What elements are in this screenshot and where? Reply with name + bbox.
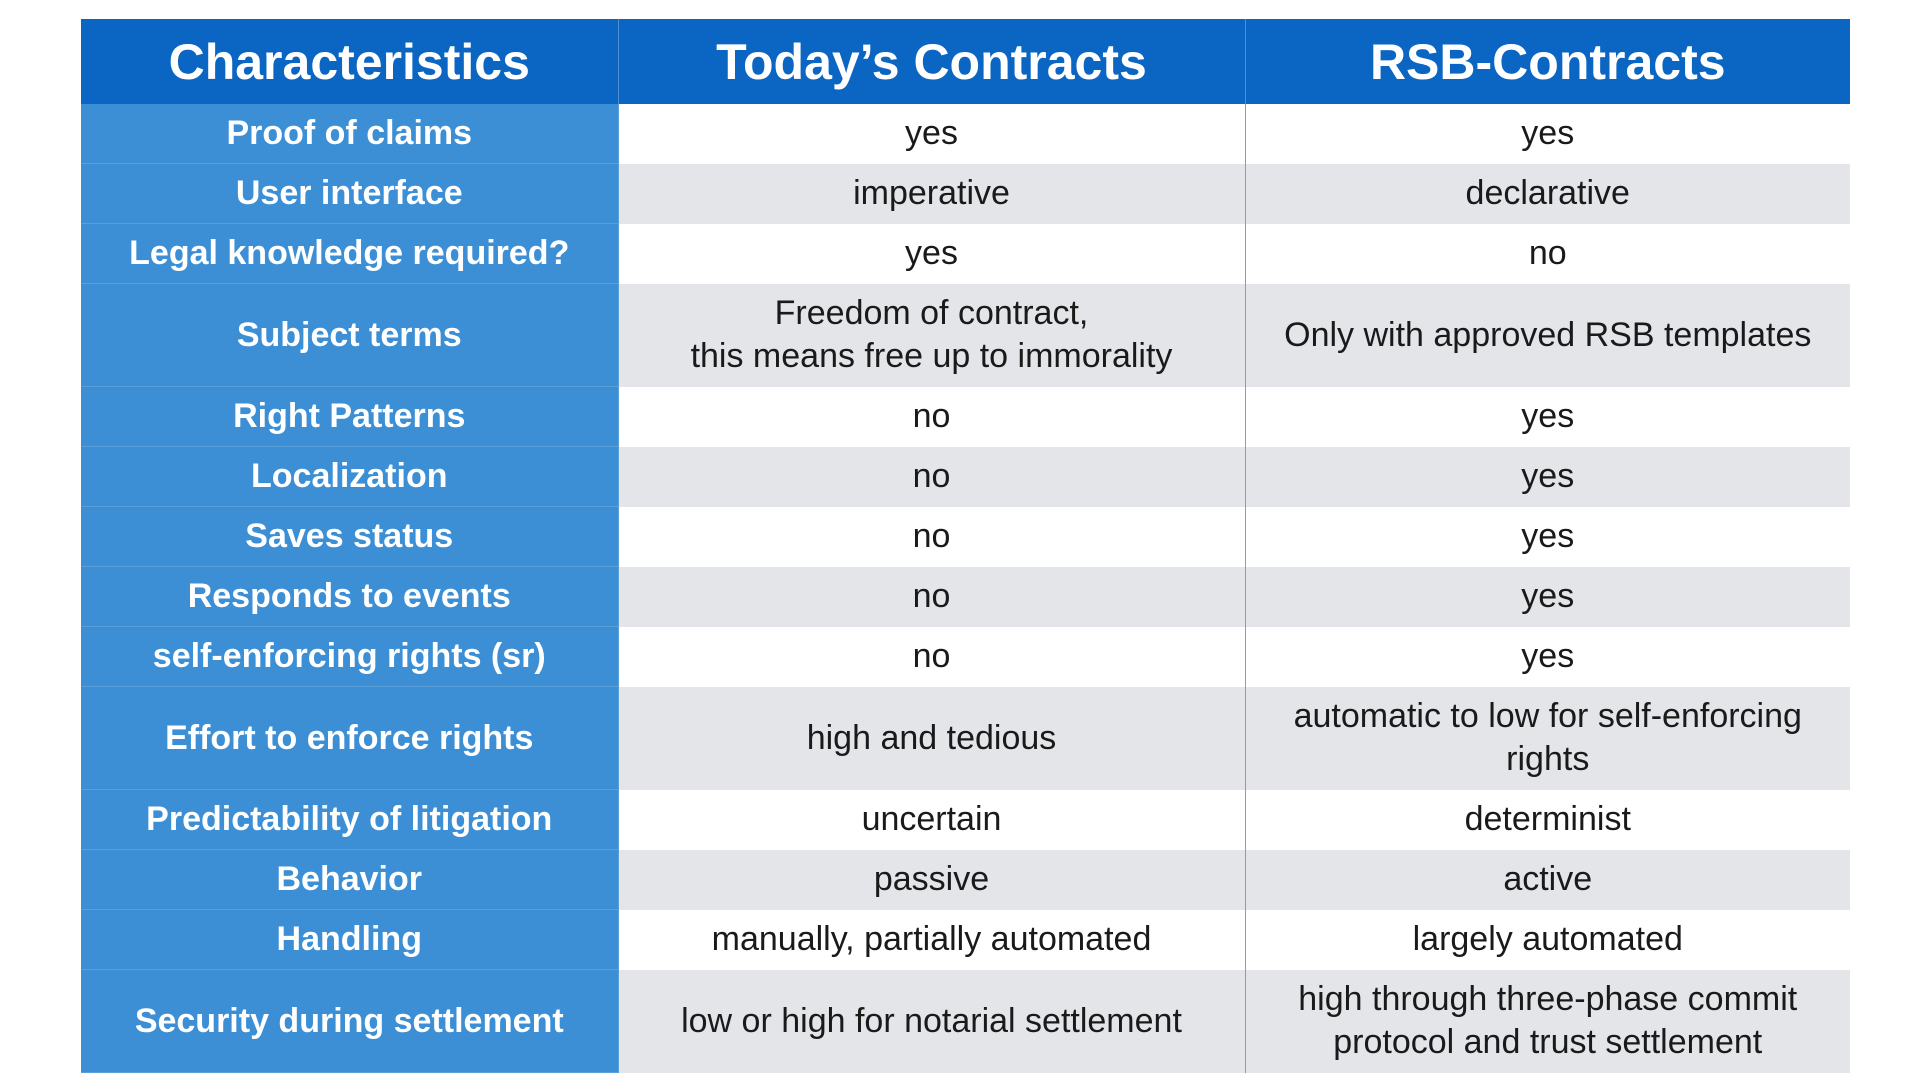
row-label: Localization	[81, 446, 619, 507]
row-label: Proof of claims	[81, 104, 619, 164]
todays-value: no	[618, 446, 1246, 507]
rsb-value-line: high through three-phase commit	[1298, 980, 1798, 1018]
todays-value: no	[618, 386, 1246, 447]
row-label: Subject terms	[81, 283, 619, 387]
table-row: Handling manually, partially automated l…	[81, 909, 1850, 970]
rsb-value: yes	[1245, 506, 1850, 567]
table-row: Predictability of litigation uncertain d…	[81, 789, 1850, 850]
rsb-value: largely automated	[1245, 909, 1850, 970]
comparison-table: Characteristics Today’s Contracts RSB-Co…	[81, 19, 1850, 1073]
todays-value: imperative	[618, 163, 1246, 224]
row-label: User interface	[81, 163, 619, 224]
rsb-value: determinist	[1245, 789, 1850, 850]
row-label: Security during settlement	[81, 969, 619, 1073]
header-todays-contracts: Today’s Contracts	[618, 19, 1246, 104]
table-row: Effort to enforce rights high and tediou…	[81, 686, 1850, 790]
row-label: Saves status	[81, 506, 619, 567]
todays-value: no	[618, 626, 1246, 687]
table-row: Saves status no yes	[81, 506, 1850, 567]
rsb-value: yes	[1245, 104, 1850, 164]
table-row: User interface imperative declarative	[81, 163, 1850, 224]
todays-value-line: this means free up to immorality	[690, 337, 1173, 375]
table-body: Proof of claims yes yes User interface i…	[81, 104, 1850, 1073]
todays-value: yes	[618, 104, 1246, 164]
row-label: Behavior	[81, 849, 619, 910]
todays-value: manually, partially automated	[618, 909, 1246, 970]
row-label: Handling	[81, 909, 619, 970]
table-row: self-enforcing rights (sr) no yes	[81, 626, 1850, 687]
rsb-value: declarative	[1245, 163, 1850, 224]
rsb-value: no	[1245, 223, 1850, 284]
todays-value: no	[618, 506, 1246, 567]
rsb-value: yes	[1245, 446, 1850, 507]
rsb-value: yes	[1245, 386, 1850, 447]
table-row: Right Patterns no yes	[81, 386, 1850, 447]
todays-value: yes	[618, 223, 1246, 284]
table-row: Behavior passive active	[81, 849, 1850, 910]
row-label: Effort to enforce rights	[81, 686, 619, 790]
todays-value: Freedom of contract, this means free up …	[618, 283, 1246, 387]
rsb-value: automatic to low for self-enforcing righ…	[1245, 686, 1850, 790]
table-row: Responds to events no yes	[81, 566, 1850, 627]
todays-value-line: Freedom of contract,	[774, 294, 1089, 332]
row-label: self-enforcing rights (sr)	[81, 626, 619, 687]
table-row: Proof of claims yes yes	[81, 104, 1850, 164]
header-row: Characteristics Today’s Contracts RSB-Co…	[81, 19, 1850, 104]
row-label: Responds to events	[81, 566, 619, 627]
rsb-value: yes	[1245, 626, 1850, 687]
row-label: Legal knowledge required?	[81, 223, 619, 284]
todays-value: passive	[618, 849, 1246, 910]
todays-value: low or high for notarial settlement	[618, 969, 1246, 1073]
todays-value: high and tedious	[618, 686, 1246, 790]
row-label: Predictability of litigation	[81, 789, 619, 850]
rsb-value-line: rights	[1506, 740, 1590, 778]
rsb-value: active	[1245, 849, 1850, 910]
rsb-value-line: protocol and trust settlement	[1333, 1023, 1763, 1061]
row-label: Right Patterns	[81, 386, 619, 447]
todays-value: no	[618, 566, 1246, 627]
rsb-value-line: automatic to low for self-enforcing	[1293, 697, 1802, 735]
rsb-value: Only with approved RSB templates	[1245, 283, 1850, 387]
table-header: Characteristics Today’s Contracts RSB-Co…	[81, 19, 1850, 104]
rsb-value: yes	[1245, 566, 1850, 627]
table-row: Subject terms Freedom of contract, this …	[81, 283, 1850, 387]
rsb-value: high through three-phase commit protocol…	[1245, 969, 1850, 1073]
todays-value: uncertain	[618, 789, 1246, 850]
header-characteristics: Characteristics	[81, 19, 619, 104]
table-row: Localization no yes	[81, 446, 1850, 507]
table-row: Security during settlement low or high f…	[81, 969, 1850, 1073]
table-row: Legal knowledge required? yes no	[81, 223, 1850, 284]
header-rsb-contracts: RSB-Contracts	[1245, 19, 1850, 104]
